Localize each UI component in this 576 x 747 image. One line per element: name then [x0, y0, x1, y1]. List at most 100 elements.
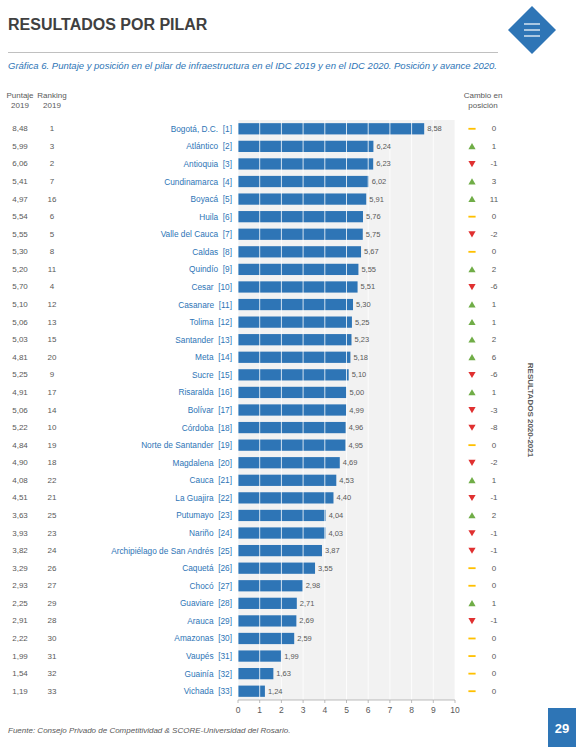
x-tick: [411, 700, 412, 703]
change-value: -1: [490, 493, 498, 502]
change-down: [468, 618, 475, 624]
change-up: [468, 600, 475, 606]
column-value: 2,22: [12, 634, 28, 643]
change-up: [468, 319, 475, 325]
icon-diamond: [508, 6, 556, 54]
title-rule: [8, 52, 498, 53]
column-value: 20: [48, 353, 57, 362]
column-value: 4: [50, 282, 55, 291]
column-value: 8,48: [12, 124, 28, 133]
icon-line: [524, 35, 540, 36]
x-tick-label: 8: [409, 705, 414, 715]
bar: [238, 193, 366, 204]
change-up: [468, 354, 475, 360]
column-value: 2: [50, 159, 55, 168]
category-label: Cundinamarca [4]: [164, 177, 232, 187]
data-label: 1,99: [284, 652, 299, 661]
data-label: 5,10: [352, 370, 367, 379]
change-value: 1: [492, 476, 497, 485]
category-label: Valle del Cauca [7]: [161, 229, 232, 239]
bar: [238, 545, 322, 556]
data-label: 2,71: [300, 599, 315, 608]
category-label: Antioquia [3]: [184, 159, 232, 169]
data-label: 5,76: [366, 212, 381, 221]
bar: [238, 246, 361, 257]
column-value: 3: [50, 142, 55, 151]
bar: [238, 615, 296, 626]
change-value: 0: [492, 652, 497, 661]
change-value: -8: [490, 423, 498, 432]
column: Cambio enposición01-13110-202-61126-61-3…: [464, 91, 503, 696]
x-tick-label: 2: [279, 705, 284, 715]
bar: [238, 352, 350, 363]
data-label: 8,58: [427, 124, 442, 133]
x-tick: [324, 700, 325, 703]
column-value: 15: [48, 335, 57, 344]
category-label: Bogotá, D.C. [1]: [171, 124, 232, 134]
grid-line: [346, 120, 347, 700]
column-value: 5,10: [12, 300, 28, 309]
change-down: [468, 284, 475, 290]
column-value: 18: [48, 458, 57, 467]
x-tick-label: 10: [450, 705, 460, 715]
category-label: Amazonas [30]: [174, 633, 232, 643]
change-up: [468, 196, 475, 202]
column-value: 2,25: [12, 599, 28, 608]
change-neutral: [468, 216, 475, 218]
column-value: 5,06: [12, 318, 28, 327]
change-value: 1: [492, 388, 497, 397]
x-tick-label: 0: [236, 705, 241, 715]
bar: [238, 334, 351, 345]
column-value: 29: [48, 599, 57, 608]
column-value: 5,55: [12, 230, 28, 239]
bar: [238, 598, 297, 609]
change-value: -1: [490, 546, 498, 555]
change-value: 1: [492, 318, 497, 327]
change-neutral: [468, 251, 475, 253]
change-down: [468, 407, 475, 413]
change-down: [468, 425, 475, 431]
data-label: 4,40: [336, 493, 351, 502]
x-tick: [238, 700, 239, 703]
column-value: 3,93: [12, 529, 28, 538]
grid-line: [368, 120, 369, 700]
x-tick: [259, 700, 260, 703]
column-value: 28: [48, 616, 57, 625]
bar: [238, 422, 346, 433]
column-header: Ranking: [37, 91, 66, 100]
x-tick-label: 7: [388, 705, 393, 715]
subtitle: Gráfica 6. Puntaje y posición en el pila…: [8, 60, 498, 73]
category-label: Magdalena [20]: [172, 458, 232, 468]
category-label: Santander [13]: [175, 335, 232, 345]
category-label: Risaralda [16]: [179, 387, 233, 397]
data-label: 3,55: [318, 564, 333, 573]
column-value: 25: [48, 511, 57, 520]
data-label: 4,96: [349, 423, 364, 432]
change-value: 0: [492, 247, 497, 256]
grid-line: [433, 120, 434, 700]
x-tick: [433, 700, 434, 703]
x-tick-label: 3: [301, 705, 306, 715]
change-value: 1: [492, 142, 497, 151]
column-value: 6: [50, 212, 55, 221]
column-value: 9: [50, 370, 55, 379]
column-value: 10: [48, 423, 57, 432]
data-label: 5,91: [369, 195, 384, 204]
footer: Fuente: Consejo Privado de Competitivida…: [8, 726, 290, 735]
change-value: -1: [490, 616, 498, 625]
plot-background: [238, 120, 455, 700]
data-label: 4,03: [328, 529, 343, 538]
bar: [238, 211, 363, 222]
page: RESULTADOS POR PILAR Gráfica 6. Puntaje …: [0, 0, 576, 747]
change-value: 0: [492, 687, 497, 696]
category-label: Tolima [12]: [190, 317, 232, 327]
column-value: 3,82: [12, 546, 28, 555]
data-label: 5,23: [354, 335, 369, 344]
column-value: 2,91: [12, 616, 28, 625]
data-label: 2,98: [306, 581, 321, 590]
chart: 0123456789108,586,246,236,025,915,765,75…: [0, 0, 576, 747]
change-up: [468, 301, 475, 307]
change-up: [468, 477, 475, 483]
bar: [238, 492, 333, 503]
column-value: 5: [50, 230, 55, 239]
